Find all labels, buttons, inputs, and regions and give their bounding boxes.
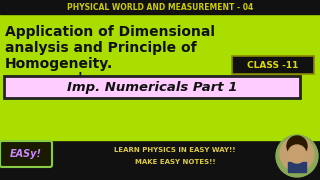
FancyBboxPatch shape: [0, 141, 52, 167]
Bar: [0, 0, 320, 14]
Circle shape: [287, 136, 307, 156]
FancyBboxPatch shape: [4, 76, 300, 98]
Text: +: +: [74, 69, 86, 84]
Text: EASy!: EASy!: [10, 149, 42, 159]
Text: Application of Dimensional: Application of Dimensional: [5, 25, 215, 39]
Text: LEARN PHYSICS IN EASY WAY!!: LEARN PHYSICS IN EASY WAY!!: [114, 147, 236, 153]
Text: analysis and Principle of: analysis and Principle of: [5, 41, 196, 55]
Text: MAKE EASY NOTES!!: MAKE EASY NOTES!!: [135, 159, 215, 165]
Circle shape: [276, 135, 318, 177]
Circle shape: [288, 145, 306, 163]
Bar: [0, 130, 320, 140]
Text: Homogeneity.: Homogeneity.: [5, 57, 113, 71]
Text: Imp. Numericals Part 1: Imp. Numericals Part 1: [67, 80, 237, 93]
Text: PHYSICAL WORLD AND MEASUREMENT - 04: PHYSICAL WORLD AND MEASUREMENT - 04: [67, 3, 253, 12]
Bar: [0, 140, 320, 180]
Circle shape: [280, 137, 314, 171]
FancyBboxPatch shape: [232, 56, 314, 74]
Bar: [288, 162, 306, 172]
Text: CLASS -11: CLASS -11: [247, 60, 299, 69]
